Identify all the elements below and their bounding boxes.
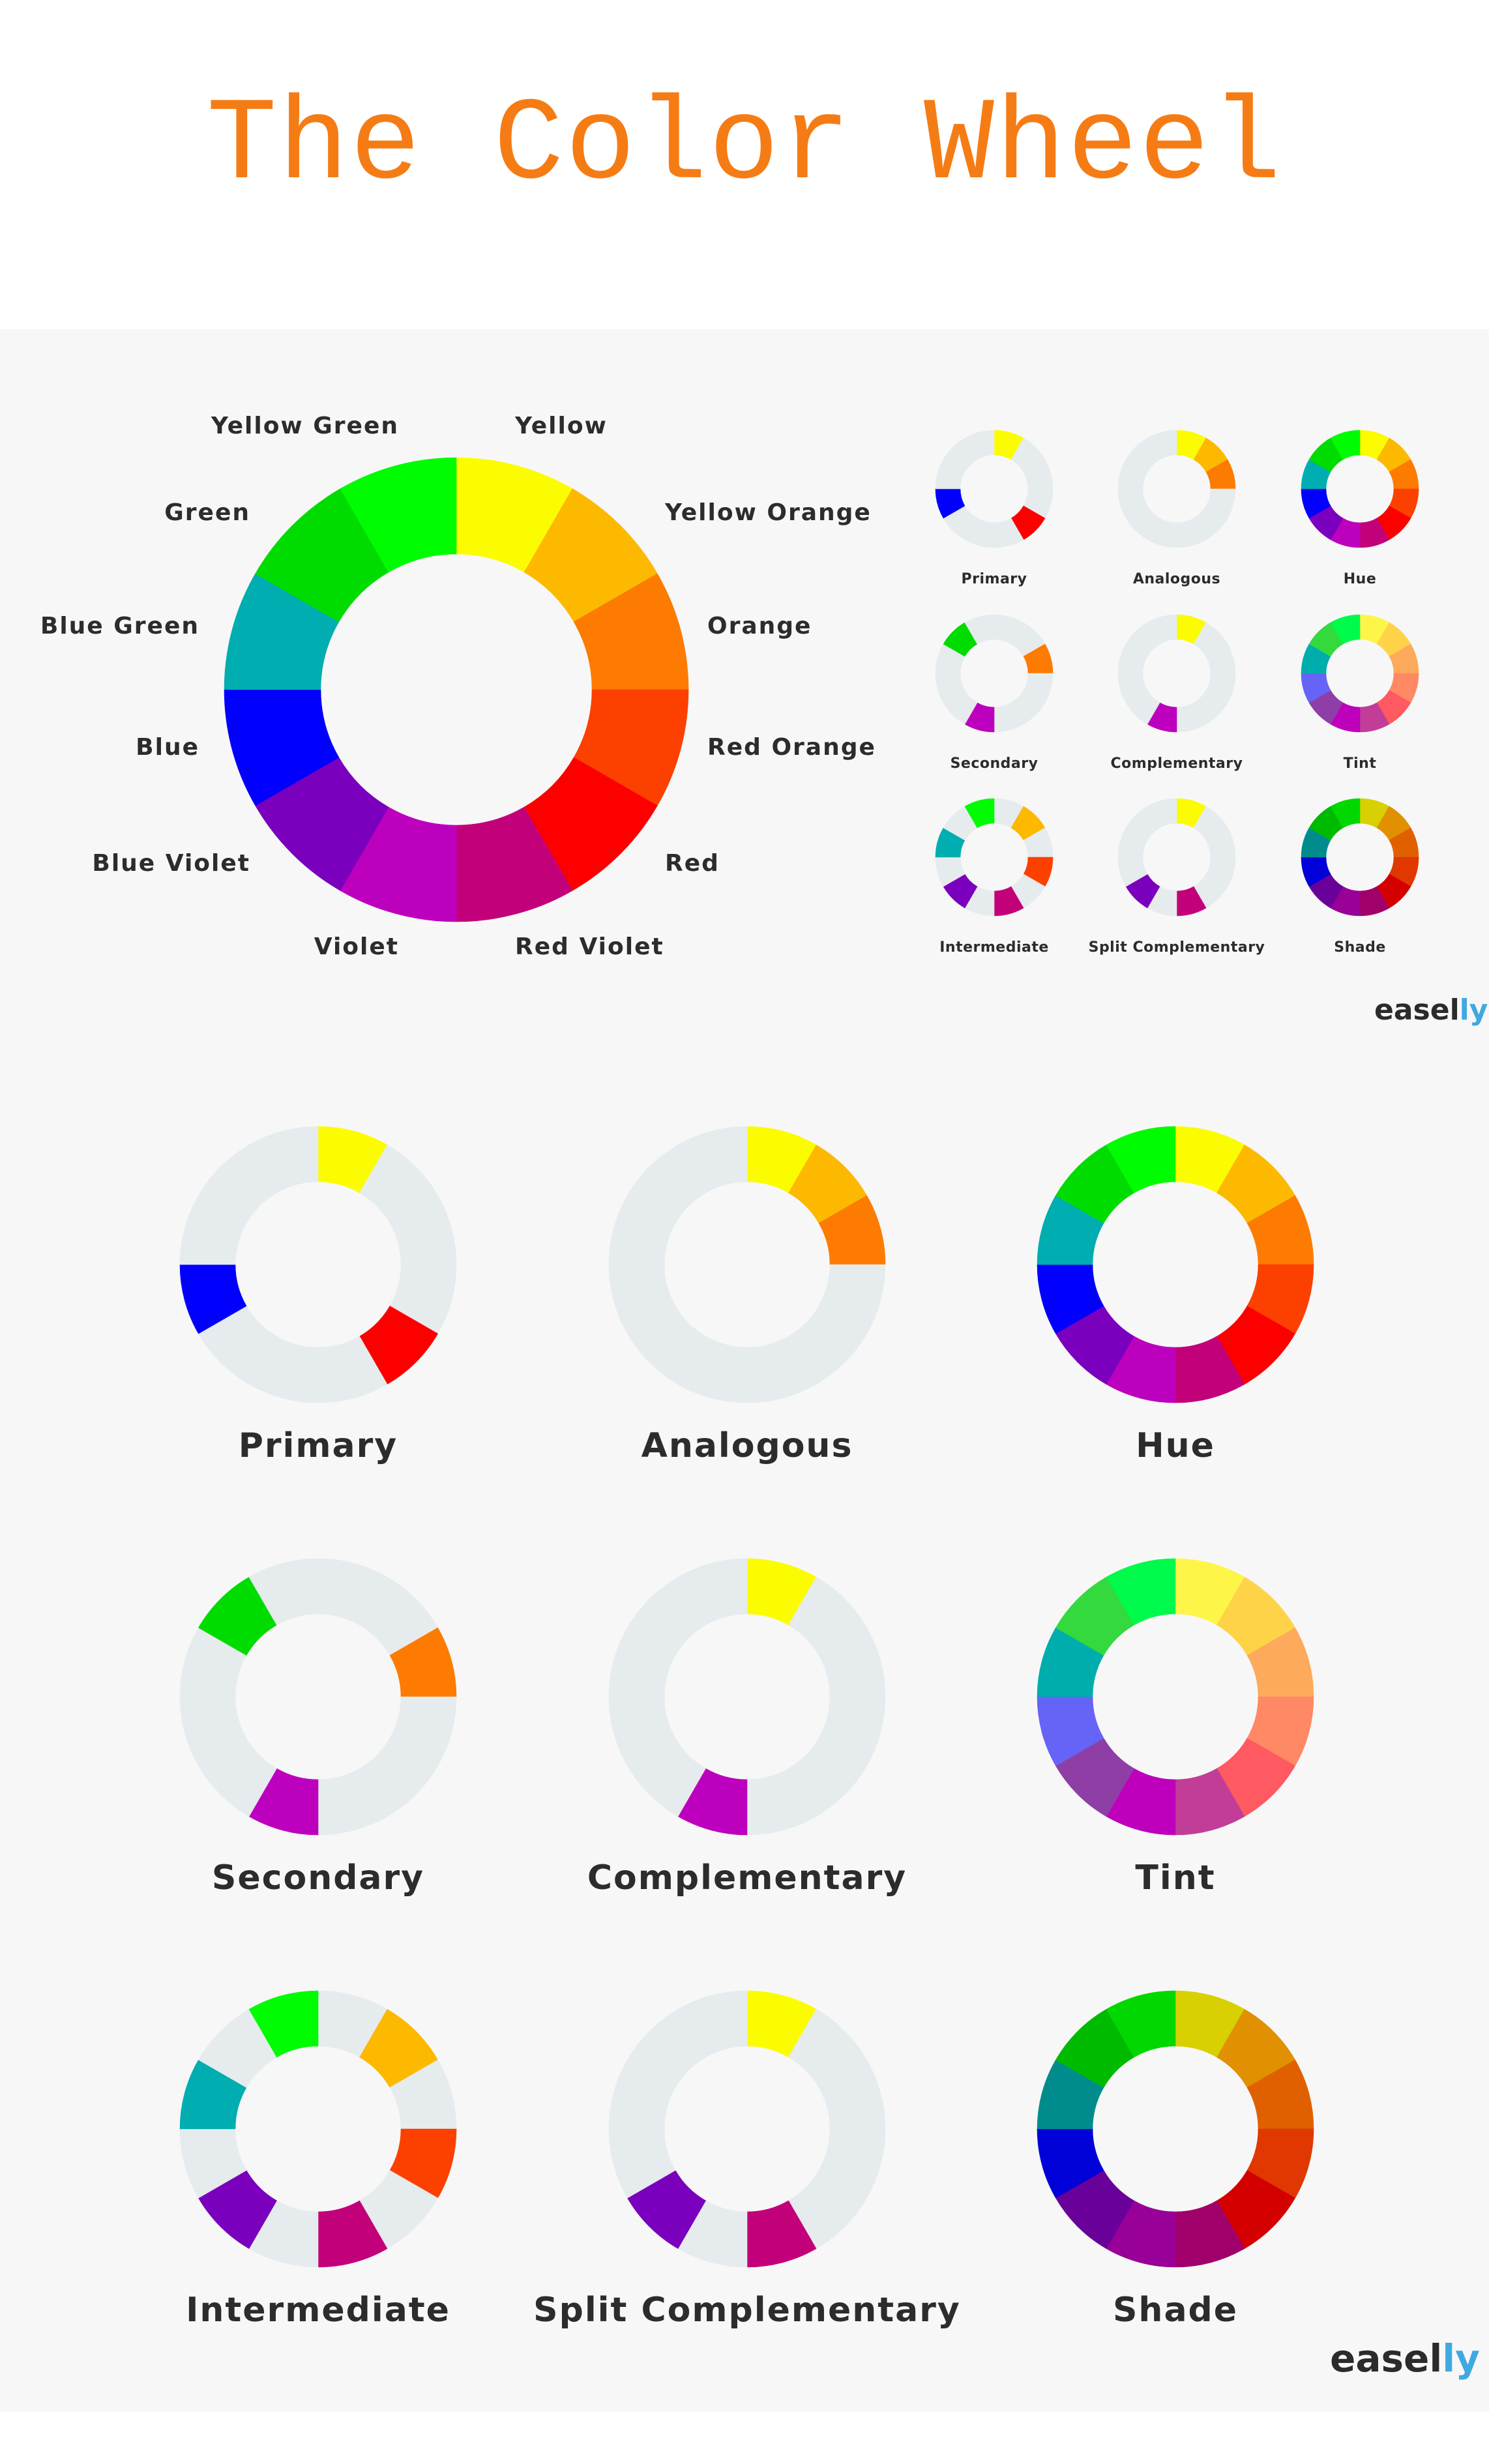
wheel-segment-empty [964,430,995,460]
brand-prefix: easel [1374,993,1460,1027]
large-scheme-label: Split Complementary [533,2291,961,2330]
wheel-segment [1330,798,1361,829]
main-color-wheel [224,457,689,922]
small-scheme-wheel [1301,614,1419,733]
small-scheme-label: Primary [962,571,1027,587]
large-scheme-wheel [1037,1990,1314,2268]
hue-label: Blue Green [40,613,199,639]
small-scheme-wheel [1117,614,1236,733]
wheel-segment-empty [964,614,995,645]
hue-label: Green [164,499,250,526]
large-scheme-wheel [608,1558,886,1836]
small-scheme-wheel [935,798,1054,917]
large-scheme-label: Primary [239,1426,398,1465]
large-scheme-wheel [179,1990,457,2268]
brand-logo-large: easelly [1330,2336,1480,2381]
wheel-segment-empty [1147,614,1177,645]
brand-logo-small: easelly [1374,993,1488,1027]
small-scheme-label: Hue [1344,571,1377,587]
large-scheme-wheel [608,1990,886,2268]
large-scheme-label: Secondary [212,1858,424,1898]
wheel-segment-empty [248,1558,319,1626]
small-scheme-wheel [935,614,1054,733]
hue-label: Red Orange [707,734,876,761]
small-scheme-wheel [1301,430,1419,548]
wheel-segment [1106,1126,1176,1194]
large-scheme-wheel [1037,1126,1314,1403]
hue-label: Blue [136,734,199,761]
small-scheme-wheel [1301,798,1419,917]
wheel-segment-empty [677,1126,748,1194]
wheel-segment-empty [248,1126,319,1194]
large-scheme-label: Complementary [587,1858,907,1898]
large-scheme-label: Hue [1136,1426,1215,1465]
large-scheme-label: Tint [1135,1858,1215,1898]
small-scheme-wheel [1117,430,1236,548]
hue-label: Red Violet [515,933,664,960]
hue-label: Blue Violet [92,850,250,877]
small-scheme-label: Analogous [1133,571,1220,587]
large-scheme-label: Intermediate [186,2291,450,2330]
wheel-segment [1330,430,1361,460]
brand-suffix: ly [1459,993,1488,1027]
wheel-segment [248,1990,319,2058]
wheel-segment [340,457,457,573]
large-scheme-wheel [179,1126,457,1403]
small-scheme-label: Complementary [1111,755,1243,772]
hue-label: Yellow [514,413,608,439]
hue-label: Orange [707,613,812,639]
large-scheme-wheel [179,1558,457,1836]
small-scheme-label: Shade [1334,939,1386,956]
wheel-segment-empty [1147,798,1177,829]
large-scheme-label: Analogous [641,1426,853,1465]
wheel-segment [1106,1558,1176,1626]
small-scheme-label: Tint [1344,755,1377,772]
hue-label: Violet [314,933,399,960]
small-scheme-label: Secondary [951,755,1039,772]
large-scheme-wheel [608,1126,886,1403]
small-scheme-label: Intermediate [939,939,1049,956]
wheel-segment [1106,1990,1176,2058]
hue-label: Yellow Green [211,413,399,439]
wheel-segment [964,798,995,829]
large-scheme-label: Shade [1113,2291,1238,2330]
small-scheme-label: Split Complementary [1089,939,1265,956]
small-scheme-wheel [935,430,1054,548]
page-title: The Color Wheel [206,80,1283,213]
wheel-segment-empty [677,1558,748,1626]
brand-suffix: ly [1442,2336,1480,2381]
wheel-segment-empty [1147,430,1177,460]
brand-prefix: easel [1330,2336,1443,2381]
small-scheme-wheel [1117,798,1236,917]
wheel-segment [1330,614,1361,645]
hue-label: Red [665,850,720,877]
wheel-segment-empty [677,1990,748,2058]
large-scheme-wheel [1037,1558,1314,1836]
hue-label: Yellow Orange [664,499,872,526]
